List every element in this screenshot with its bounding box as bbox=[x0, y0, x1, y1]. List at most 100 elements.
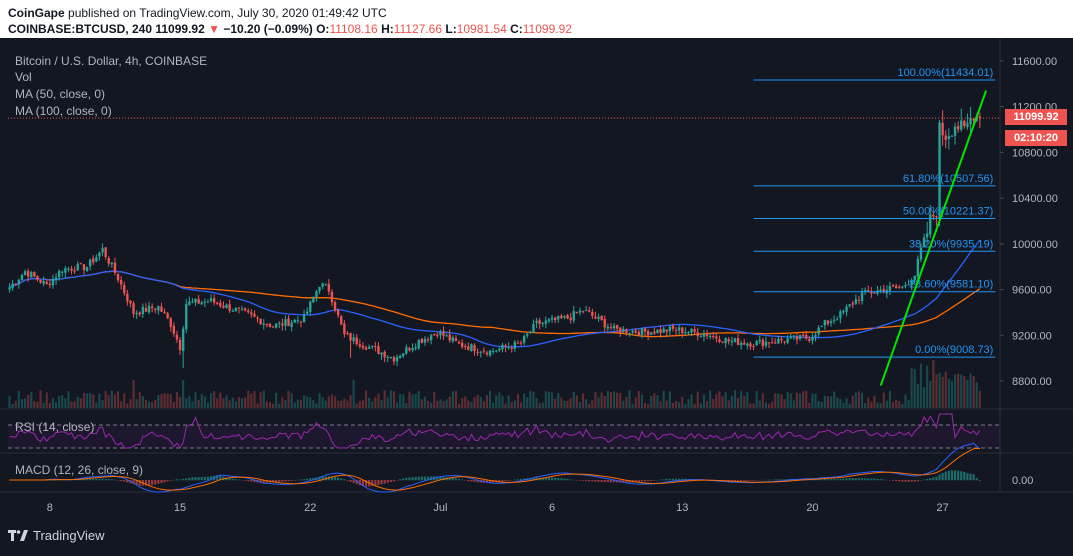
candle-body bbox=[132, 303, 135, 314]
candle bbox=[863, 287, 867, 295]
volume-bar bbox=[510, 402, 513, 408]
volume-bar bbox=[442, 401, 445, 408]
candle-body bbox=[48, 283, 52, 286]
macd-hist-bar bbox=[606, 480, 609, 483]
volume-bar bbox=[526, 397, 529, 408]
volume-bar bbox=[436, 400, 439, 408]
macd-hist-bar bbox=[513, 479, 516, 481]
candle-body bbox=[904, 285, 907, 287]
macd-hist-bar bbox=[867, 478, 870, 481]
candle bbox=[665, 329, 668, 337]
fib-level-label: 50.00%(10221.37) bbox=[903, 206, 994, 218]
candle bbox=[870, 287, 873, 298]
volume-bar bbox=[488, 390, 492, 408]
fib-level-label: 0.00%(9008.73) bbox=[915, 344, 993, 356]
candle bbox=[612, 323, 616, 331]
macd-hist-bar bbox=[978, 480, 981, 481]
candle-body bbox=[172, 325, 176, 334]
volume-bar bbox=[45, 392, 48, 408]
macd-hist-bar bbox=[414, 476, 417, 481]
volume-bar bbox=[182, 380, 185, 408]
candle-body bbox=[166, 313, 169, 319]
ma100-legend[interactable]: MA (100, close, 0) bbox=[15, 104, 112, 118]
macd-line bbox=[9, 442, 981, 493]
volume-bar bbox=[746, 392, 749, 408]
candle bbox=[699, 333, 703, 338]
macd-hist-bar bbox=[643, 480, 647, 482]
candle bbox=[541, 321, 544, 328]
candle-body bbox=[175, 334, 179, 340]
candle-body bbox=[805, 334, 808, 339]
candle-body bbox=[240, 308, 244, 310]
candle bbox=[429, 333, 433, 345]
candle bbox=[690, 328, 693, 336]
candle-body bbox=[715, 336, 718, 339]
candle-body bbox=[417, 340, 420, 349]
candle bbox=[560, 313, 563, 320]
macd-hist-bar bbox=[501, 480, 504, 482]
macd-hist-bar bbox=[206, 476, 210, 481]
candle-body bbox=[622, 328, 625, 333]
macd-hist-bar bbox=[454, 478, 458, 481]
volume-bar bbox=[529, 390, 532, 408]
candle-body bbox=[315, 290, 318, 297]
volume-bar bbox=[566, 400, 569, 408]
volume-bar bbox=[631, 403, 634, 408]
candle bbox=[321, 282, 324, 290]
volume-bar bbox=[346, 400, 349, 408]
volume-bar bbox=[476, 394, 479, 408]
candle bbox=[212, 294, 216, 306]
candle bbox=[126, 289, 129, 306]
volume-bar bbox=[200, 394, 203, 408]
ma50-legend[interactable]: MA (50, close, 0) bbox=[15, 87, 106, 101]
macd-legend[interactable]: MACD (12, 26, close, 9) bbox=[15, 463, 144, 477]
candle bbox=[101, 243, 104, 256]
candle-body bbox=[693, 329, 696, 332]
macd-hist-bar bbox=[588, 480, 591, 482]
macd-hist-bar bbox=[157, 480, 160, 484]
candle bbox=[730, 336, 734, 347]
macd-hist-bar bbox=[845, 478, 848, 481]
volume-bar bbox=[507, 395, 510, 408]
volume-bar bbox=[312, 400, 315, 408]
volume-bar bbox=[585, 399, 588, 408]
candle-body bbox=[302, 314, 306, 323]
macd-hist-bar bbox=[554, 477, 557, 481]
volume-bar bbox=[368, 397, 371, 408]
candle-body bbox=[786, 338, 789, 343]
macd-hist-bar bbox=[597, 480, 600, 482]
close-value: 11099.92 bbox=[522, 22, 572, 36]
volume-bar bbox=[281, 397, 284, 408]
candle bbox=[281, 318, 284, 331]
candle-body bbox=[169, 318, 172, 327]
candle bbox=[436, 332, 439, 339]
macd-hist-bar bbox=[244, 480, 247, 481]
volume-bar bbox=[461, 398, 464, 408]
candle bbox=[92, 255, 95, 265]
candle-body bbox=[873, 292, 876, 294]
macd-hist-bar bbox=[836, 479, 839, 481]
price-chart[interactable]: 11600.0011200.0010800.0010400.0010000.00… bbox=[0, 38, 1073, 526]
volume-bar bbox=[963, 376, 966, 408]
candle-body bbox=[708, 335, 712, 337]
volume-bar bbox=[820, 401, 823, 408]
candle-body bbox=[116, 273, 120, 281]
vol-legend[interactable]: Vol bbox=[15, 70, 32, 84]
candle bbox=[817, 325, 820, 338]
macd-hist-bar bbox=[820, 479, 823, 481]
candle bbox=[774, 338, 777, 344]
candle-body bbox=[352, 337, 355, 342]
volume-bar bbox=[519, 402, 523, 408]
macd-hist-bar bbox=[829, 479, 833, 481]
volume-bar bbox=[817, 400, 820, 408]
publisher-name[interactable]: CoinGape bbox=[8, 6, 65, 20]
rsi-legend[interactable]: RSI (14, close) bbox=[15, 420, 95, 434]
volume-bar bbox=[113, 394, 117, 408]
volume-bar bbox=[904, 394, 907, 408]
volume-bar bbox=[228, 400, 231, 408]
volume-bar bbox=[578, 402, 582, 408]
tradingview-brand[interactable]: TradingView bbox=[8, 528, 105, 543]
candle bbox=[941, 110, 944, 146]
volume-bar bbox=[73, 401, 76, 408]
candle bbox=[826, 320, 830, 326]
